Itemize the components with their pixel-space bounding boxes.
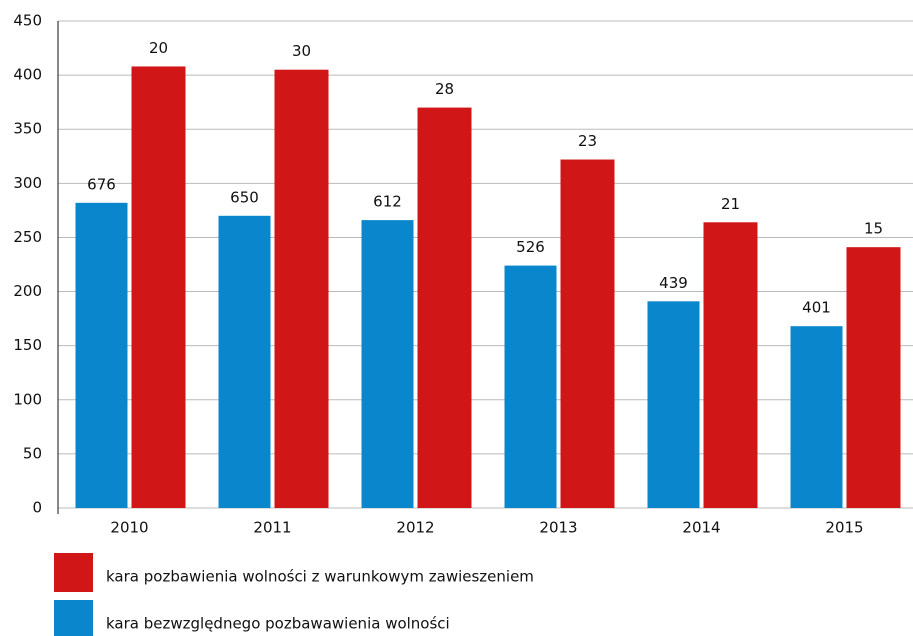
data-label: 650 — [230, 188, 259, 206]
y-tick-label: 400 — [13, 66, 42, 84]
data-label: 612 — [373, 193, 402, 211]
data-label: 676 — [87, 175, 116, 193]
bar — [504, 265, 557, 508]
y-tick-label: 450 — [13, 12, 42, 30]
bar — [361, 220, 414, 508]
y-tick-label: 300 — [13, 174, 42, 192]
y-tick-label: 50 — [23, 444, 42, 462]
legend-label: kara bezwzględnego pozbawawienia wolnośc… — [106, 615, 450, 633]
x-tick-label: 2011 — [253, 519, 291, 537]
data-label: 21 — [721, 195, 740, 213]
data-label: 401 — [802, 299, 831, 317]
y-tick-label: 0 — [32, 499, 42, 517]
bar — [274, 69, 329, 508]
x-tick-label: 2012 — [396, 519, 434, 537]
legend-label: kara pozbawienia wolności z warunkowym z… — [106, 568, 534, 586]
x-tick-label: 2013 — [539, 519, 577, 537]
bar — [846, 247, 901, 508]
x-tick-label: 2010 — [110, 519, 148, 537]
legend-swatch — [54, 553, 93, 592]
x-tick-label: 2015 — [825, 519, 863, 537]
data-label: 23 — [578, 132, 597, 150]
bar — [417, 107, 472, 509]
data-label: 28 — [435, 80, 454, 98]
data-label: 30 — [292, 42, 311, 60]
bar — [75, 202, 128, 508]
y-tick-label: 150 — [13, 336, 42, 354]
data-label: 526 — [516, 238, 545, 256]
bar — [560, 159, 615, 508]
data-label: 439 — [659, 274, 688, 292]
bar — [703, 222, 758, 508]
y-tick-label: 100 — [13, 390, 42, 408]
y-tick-label: 200 — [13, 282, 42, 300]
bar — [647, 301, 700, 508]
bar — [218, 215, 271, 509]
data-label: 15 — [864, 220, 883, 238]
bar — [131, 66, 186, 508]
y-tick-label: 350 — [13, 120, 42, 138]
bar — [790, 326, 843, 508]
legend-swatch — [54, 600, 93, 636]
data-label: 20 — [149, 39, 168, 57]
y-tick-label: 250 — [13, 228, 42, 246]
x-tick-label: 2014 — [682, 519, 720, 537]
